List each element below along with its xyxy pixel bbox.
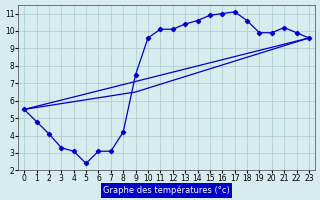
- X-axis label: Graphe des températures (°c): Graphe des températures (°c): [103, 186, 230, 195]
